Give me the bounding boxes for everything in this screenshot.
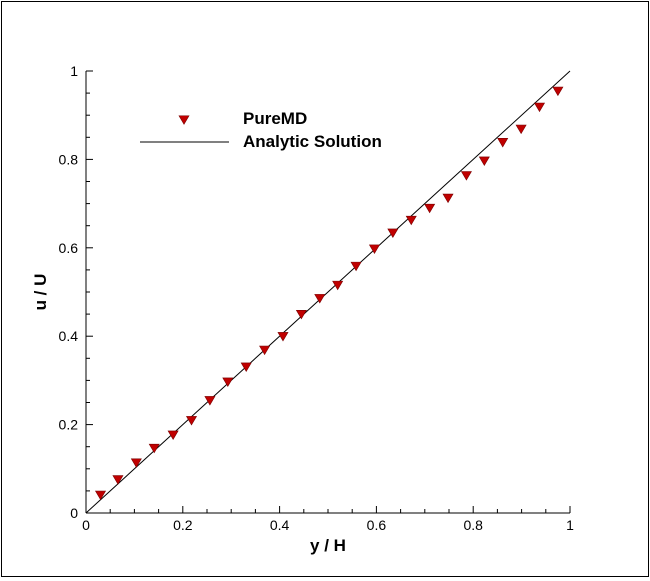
puremd-data-point (497, 138, 509, 148)
y-tick-label: 0.2 (59, 417, 79, 433)
puremd-data-point (240, 362, 252, 372)
puremd-data-point (130, 458, 142, 468)
puremd-data-point (405, 215, 417, 226)
series (85, 70, 571, 514)
puremd-data-point (460, 171, 472, 181)
x-tick-label: 1 (566, 517, 574, 533)
y-axis-title: u / U (31, 274, 50, 311)
puremd-data-point (185, 416, 198, 426)
puremd-data-point (442, 193, 454, 204)
puremd-data-point (204, 396, 216, 406)
legend-marker-triangle (178, 115, 190, 125)
legend-marker-puremd (178, 115, 190, 125)
tick-labels: 0 0.2 0.4 0.6 0.8 1 0 0.2 0.4 0.6 0.8 1 (59, 63, 575, 533)
puremd-data-point (222, 377, 234, 388)
puremd-data-point (167, 430, 179, 441)
puremd-data-point (112, 475, 124, 485)
legend-label-analytic: Analytic Solution (243, 132, 382, 151)
x-tick-label: 0.8 (463, 517, 483, 533)
puremd-data-point (277, 332, 289, 342)
legend: PureMD Analytic Solution (140, 109, 382, 151)
puremd-data-point (424, 203, 436, 214)
x-tick-label: 0 (82, 517, 90, 533)
puremd-data-point (314, 294, 326, 304)
y-tick-label: 0.6 (59, 240, 79, 256)
puremd-data-point (552, 86, 564, 97)
y-tick-label: 0 (70, 505, 78, 521)
y-tick-label: 0.4 (59, 328, 79, 344)
puremd-data-point (94, 490, 107, 501)
x-tick-label: 0.6 (367, 517, 387, 533)
puremd-data-point (148, 443, 160, 454)
analytic-solution-line (85, 70, 571, 514)
puremd-data-point (295, 309, 307, 320)
puremd-data-point (259, 345, 271, 356)
puremd-data-point (350, 261, 362, 272)
puremd-data-point (332, 280, 344, 291)
y-tick-label: 0.8 (59, 151, 79, 167)
puremd-data-point (478, 156, 490, 167)
x-axis-title: y / H (310, 536, 346, 555)
x-tick-label: 0.2 (173, 517, 193, 533)
y-tick-label: 1 (70, 63, 78, 79)
tick-marks (85, 70, 571, 514)
x-tick-label: 0.4 (270, 517, 290, 533)
puremd-data-point (515, 124, 527, 135)
puremd-data-point (368, 244, 380, 254)
legend-label-puremd: PureMD (243, 109, 307, 128)
puremd-data-point (533, 102, 546, 113)
puremd-data-point (387, 228, 399, 239)
